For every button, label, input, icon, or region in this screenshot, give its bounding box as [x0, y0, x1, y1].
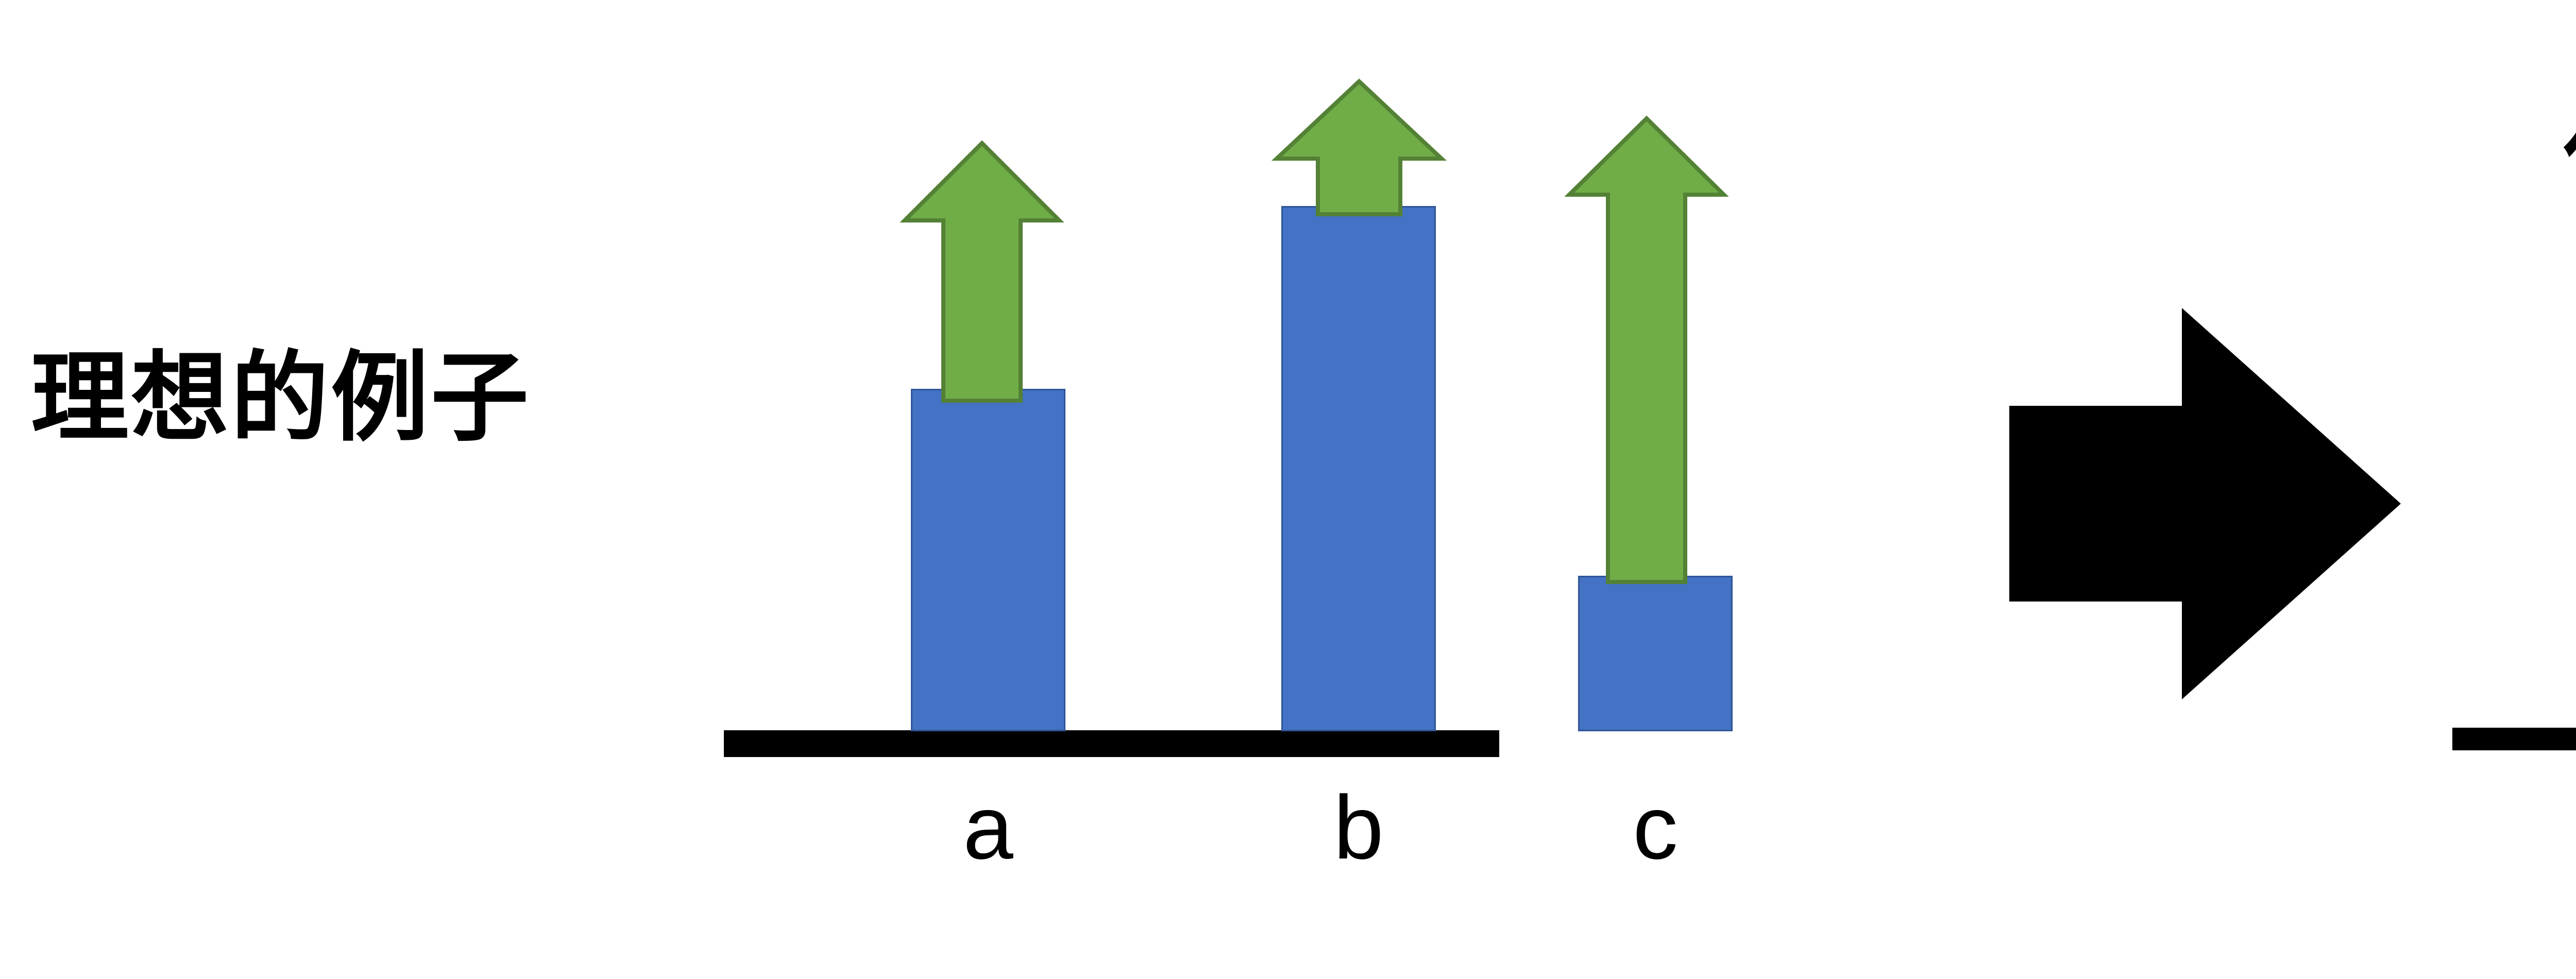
- ideal-category-label-a: a: [963, 778, 1013, 878]
- actual-axis-baseline: [2452, 728, 2576, 750]
- ideal-category-label-b: b: [1333, 778, 1384, 878]
- actual-chart-panel: [2442, 257, 2576, 927]
- ideal-bar-a: [911, 389, 1065, 731]
- up-block-arrow-icon: [1271, 78, 1447, 216]
- ideal-bar-c: [1578, 576, 1733, 731]
- right-block-arrow-icon: [2009, 308, 2401, 699]
- left-caption: 理想的例子: [31, 345, 531, 453]
- right-title: 但是实际上……: [2563, 111, 2576, 203]
- ideal-bar-b: [1281, 206, 1436, 731]
- ideal-axis-baseline: [724, 730, 1499, 757]
- ideal-category-label-c: c: [1633, 778, 1678, 878]
- up-block-arrow-icon: [1564, 115, 1729, 584]
- up-block-arrow-icon: [900, 140, 1064, 403]
